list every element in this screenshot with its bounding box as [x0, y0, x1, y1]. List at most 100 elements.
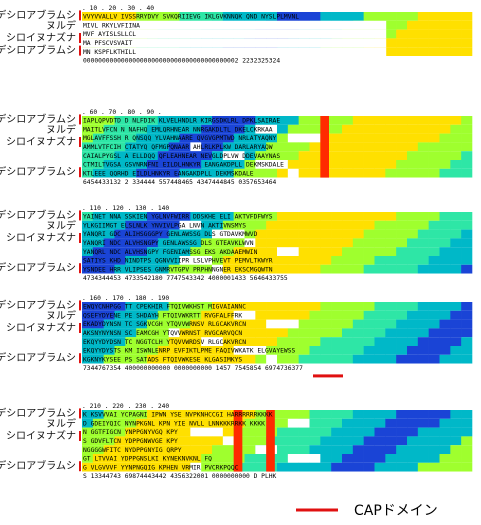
species-marker	[79, 137, 81, 147]
seq-cell	[461, 38, 473, 48]
seq-cell	[342, 363, 354, 373]
seq-cell	[244, 256, 256, 265]
seq-cell	[255, 328, 267, 338]
seq-cell	[407, 133, 419, 143]
seq-cell	[396, 337, 408, 346]
seq-cell	[417, 264, 429, 274]
seq-cell	[190, 168, 202, 178]
seq-cell	[222, 247, 234, 256]
seq-cell	[179, 151, 191, 160]
seq-cell	[342, 354, 354, 364]
seq-cell	[385, 454, 397, 463]
seq-cell	[179, 302, 191, 311]
seq-cell	[201, 116, 213, 125]
gap-cell	[179, 256, 212, 265]
seq-cell	[233, 220, 245, 230]
seq-cell	[331, 238, 343, 248]
seq-cell	[363, 445, 375, 454]
seq-cell	[255, 337, 267, 346]
seq-cell	[201, 133, 213, 143]
seq-cell	[222, 445, 234, 454]
seq-cell	[212, 220, 224, 230]
seq-cell	[331, 229, 343, 239]
seq-cell	[92, 168, 104, 178]
seq-cell	[82, 337, 94, 346]
seq-cell	[331, 212, 343, 221]
seq-cell	[309, 302, 321, 311]
seq-cell	[396, 264, 408, 274]
seq-cell	[450, 454, 462, 463]
seq-cell	[450, 177, 462, 187]
seq-cell	[309, 229, 321, 239]
seq-cell	[331, 410, 343, 419]
seq-cell	[244, 160, 256, 169]
seq-cell	[222, 177, 234, 187]
seq-cell	[82, 410, 94, 419]
seq-cell	[244, 151, 256, 160]
seq-cell	[255, 133, 267, 143]
seq-cell	[407, 220, 419, 230]
seq-cell	[201, 238, 213, 248]
gap-cell	[277, 247, 299, 256]
seq-cell	[125, 56, 137, 65]
seq-cell	[363, 238, 375, 248]
seq-cell	[147, 445, 159, 454]
sequence-row: KGKNYKYSEE PS SATADS FTQIVWKESE KLGASIMK…	[83, 356, 242, 363]
seq-cell	[190, 410, 202, 419]
seq-cell	[342, 471, 354, 481]
seq-cell	[363, 160, 375, 169]
seq-cell	[212, 410, 224, 419]
seq-cell	[82, 427, 94, 437]
seq-cell	[331, 124, 343, 134]
seq-cell	[222, 273, 234, 283]
seq-cell	[352, 212, 364, 221]
seq-cell	[342, 116, 354, 125]
seq-cell	[428, 418, 440, 428]
seq-cell	[114, 328, 126, 338]
seq-cell	[233, 160, 245, 169]
seq-cell	[407, 124, 419, 134]
seq-cell	[450, 310, 462, 320]
seq-cell	[277, 337, 289, 346]
seq-cell	[450, 229, 462, 239]
seq-cell	[396, 133, 408, 143]
seq-cell	[147, 363, 159, 373]
seq-cell	[374, 160, 386, 169]
seq-cell	[428, 462, 440, 472]
seq-cell	[136, 212, 148, 221]
seq-cell	[266, 142, 278, 152]
seq-cell	[363, 328, 375, 338]
seq-cell	[147, 264, 159, 274]
seq-cell	[114, 310, 126, 320]
seq-cell	[190, 436, 202, 446]
seq-cell	[287, 346, 299, 355]
seq-cell	[82, 133, 94, 143]
seq-cell	[428, 238, 440, 248]
seq-cell	[363, 116, 375, 125]
seq-cell	[201, 363, 213, 373]
seq-cell	[374, 247, 386, 256]
seq-cell	[147, 418, 159, 428]
seq-cell	[385, 124, 397, 134]
seq-cell	[407, 116, 419, 125]
seq-cell	[309, 445, 321, 454]
seq-cell	[136, 116, 148, 125]
seq-cell	[385, 302, 397, 311]
seq-cell	[266, 310, 278, 320]
seq-cell	[255, 247, 267, 256]
seq-cell	[396, 256, 408, 265]
seq-cell	[287, 238, 299, 248]
seq-cell	[125, 410, 137, 419]
seq-cell	[82, 229, 94, 239]
seq-cell	[331, 116, 343, 125]
sequence-row: QSEFYDYENE PE SHDAYH FTQIVWKRTT RVGFALFF…	[83, 312, 242, 319]
seq-cell	[309, 427, 321, 437]
seq-cell	[342, 177, 354, 187]
seq-cell	[439, 427, 451, 437]
seq-cell	[125, 220, 137, 230]
seq-cell	[125, 168, 137, 178]
seq-cell	[298, 462, 310, 472]
seq-cell	[450, 56, 462, 65]
seq-cell	[374, 319, 386, 329]
seq-cell	[147, 273, 159, 283]
